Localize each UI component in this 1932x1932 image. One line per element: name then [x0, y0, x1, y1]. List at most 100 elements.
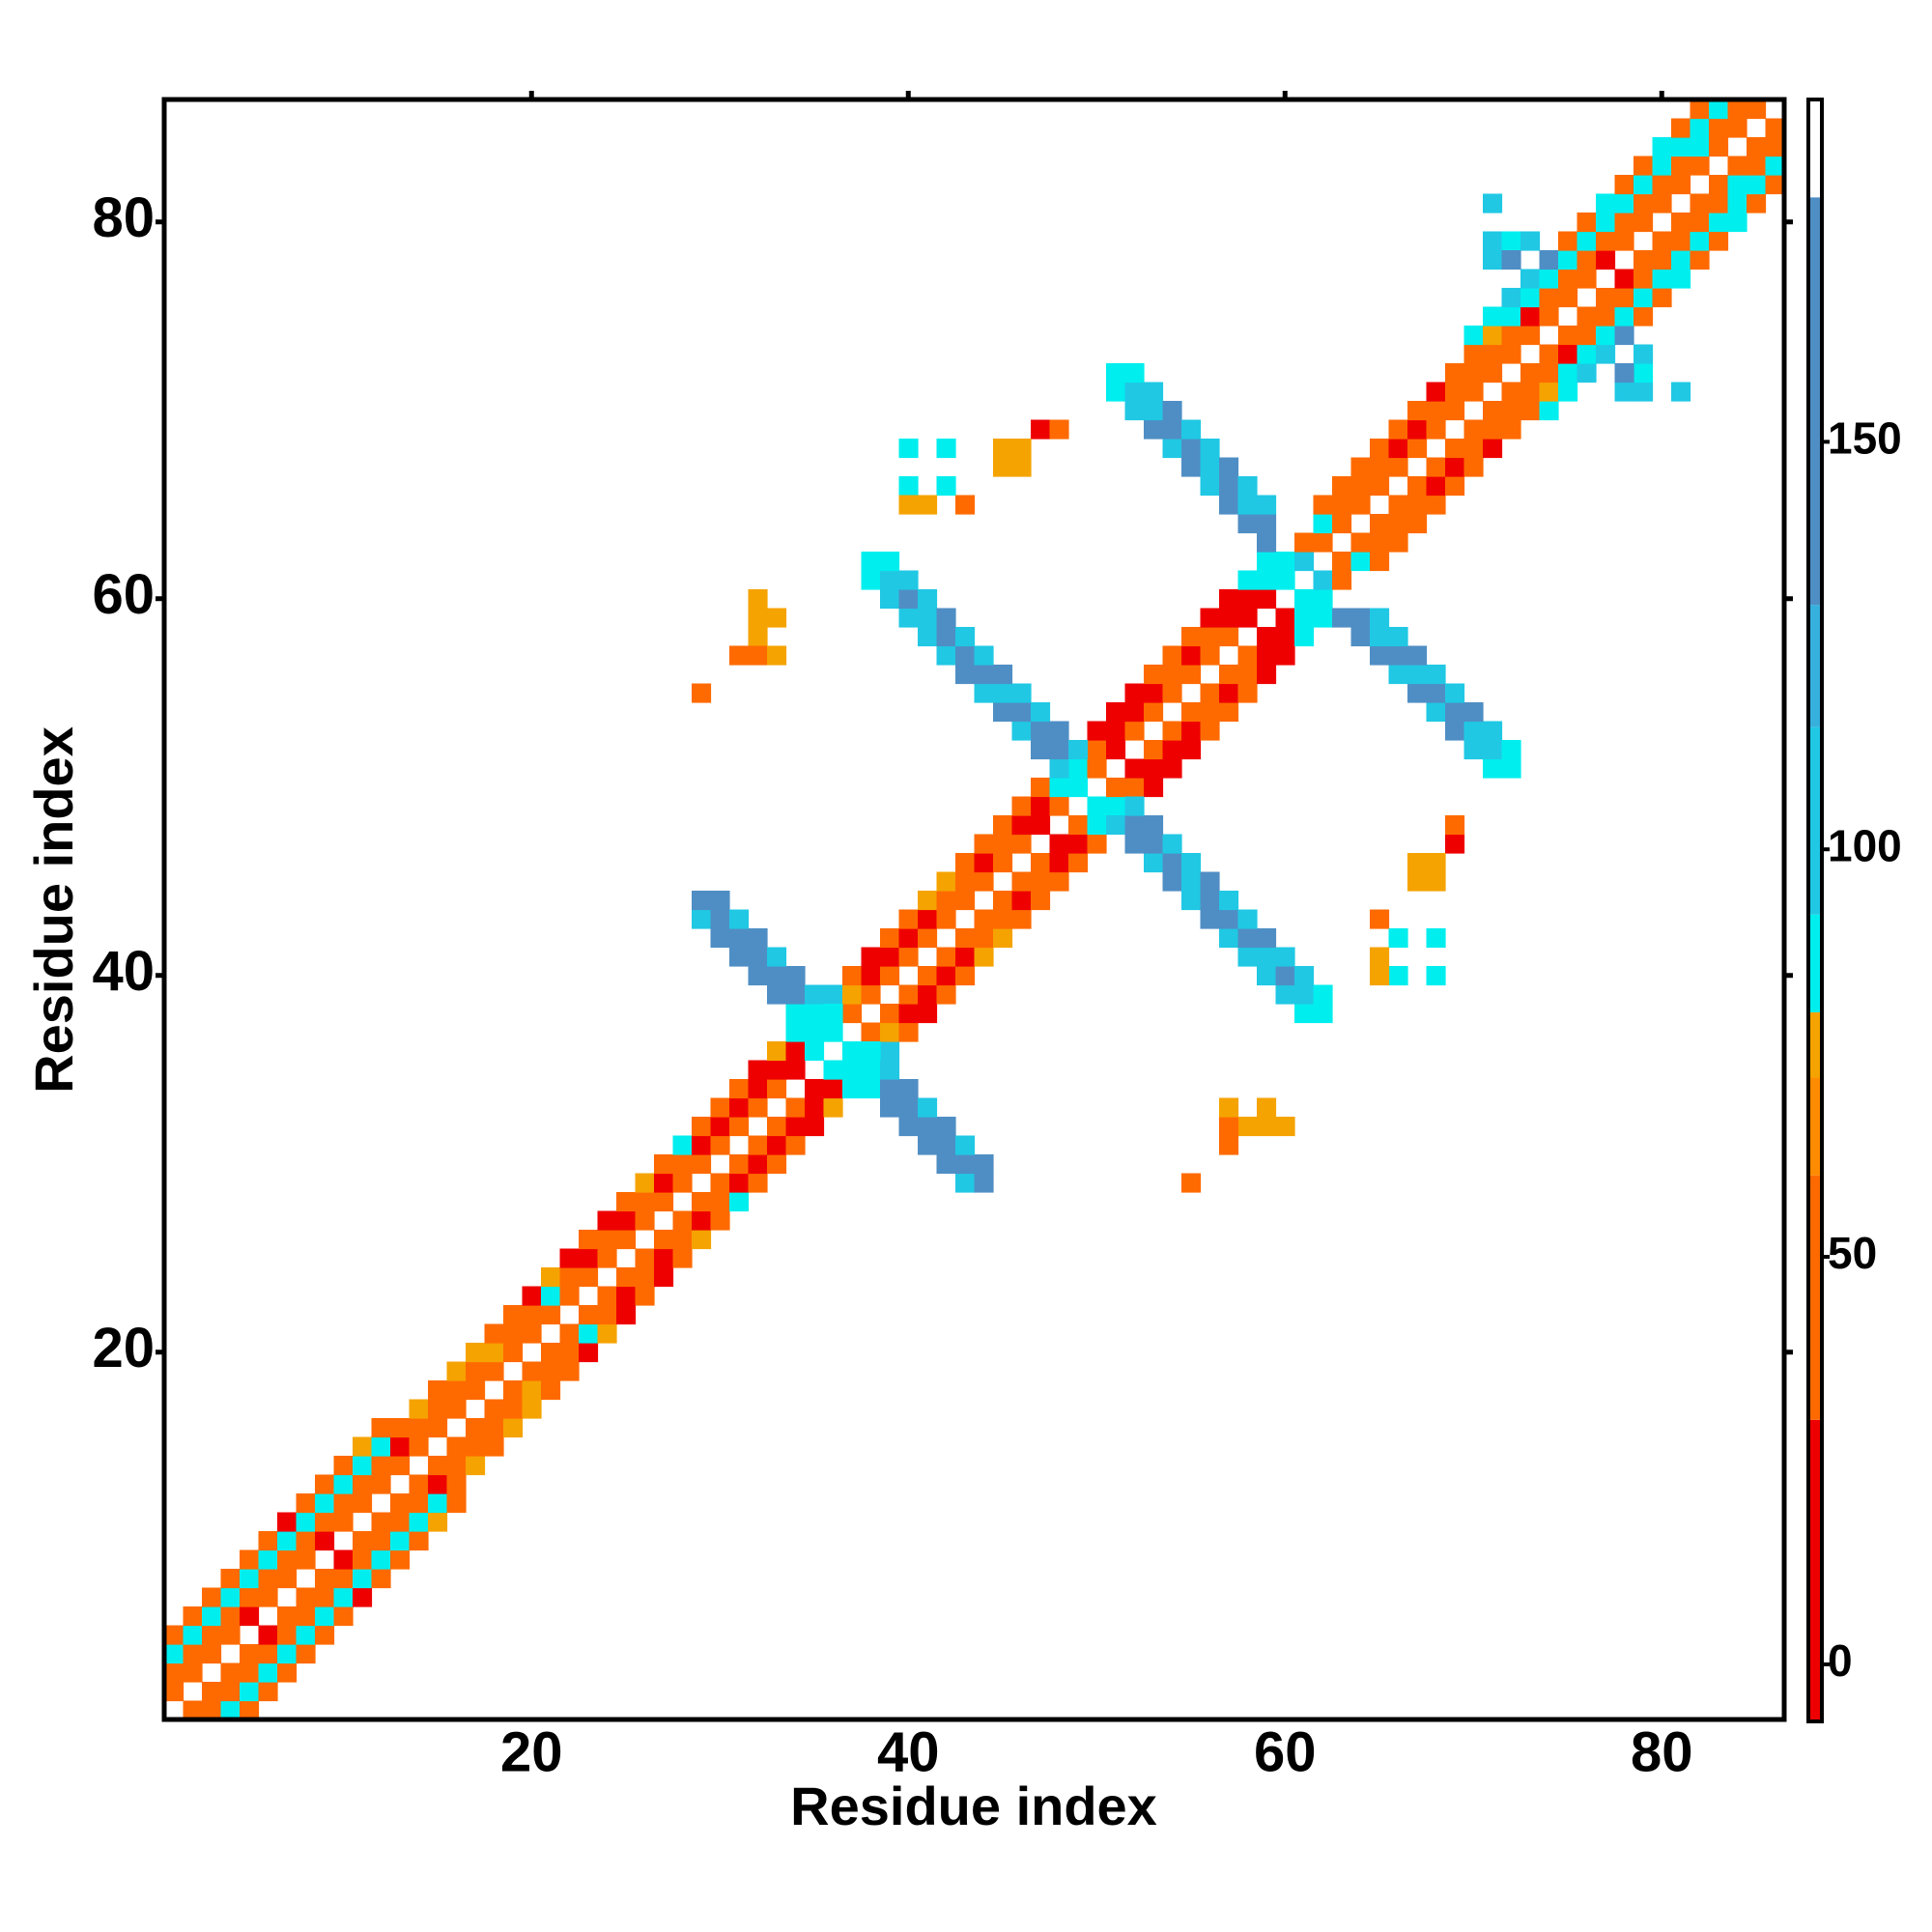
cell [1049, 778, 1069, 798]
cell [654, 1192, 674, 1212]
cell-mirror [1445, 476, 1465, 497]
cell-mirror [1106, 815, 1126, 836]
cell-mirror [1200, 891, 1220, 911]
cell-mirror [371, 1512, 391, 1532]
cell-mirror [1765, 137, 1785, 157]
cell-mirror [1011, 891, 1032, 911]
cell-mirror [898, 1117, 919, 1137]
cell [428, 1399, 448, 1419]
cell-mirror [1257, 947, 1277, 967]
cell [1426, 382, 1446, 402]
cell-mirror [842, 1060, 863, 1080]
cell-mirror [1407, 495, 1428, 515]
cell-mirror [1483, 721, 1503, 741]
cell-mirror [974, 1173, 994, 1193]
cell [202, 1644, 222, 1664]
cell-mirror [1370, 552, 1390, 572]
y-tick-label: 80 [92, 186, 155, 249]
cell-mirror [861, 1060, 881, 1080]
cell [936, 627, 956, 647]
cell [635, 1173, 655, 1193]
cell [1087, 758, 1107, 779]
cell [1087, 740, 1107, 760]
cell [918, 495, 938, 515]
cell-mirror [1445, 683, 1465, 703]
cell [1634, 156, 1654, 176]
cell [371, 1474, 391, 1494]
cell-mirror [258, 1625, 278, 1645]
cell [974, 853, 994, 873]
cell [785, 984, 806, 1005]
cell-mirror [880, 1060, 900, 1080]
cell [1200, 645, 1220, 666]
cell [1596, 213, 1616, 233]
cell [1483, 306, 1503, 327]
cell [277, 1569, 298, 1589]
cell [1162, 665, 1182, 685]
cell [1634, 213, 1654, 233]
cell [409, 1418, 429, 1438]
cell [1501, 306, 1521, 327]
cell-mirror [1426, 665, 1446, 685]
cell-mirror [993, 928, 1013, 949]
cell [1049, 419, 1069, 440]
cell-mirror [692, 1230, 712, 1250]
cell-mirror [785, 1117, 806, 1137]
cell [1445, 401, 1465, 421]
cell [484, 1361, 504, 1381]
cell-mirror [1483, 401, 1503, 421]
cell [729, 909, 750, 929]
cell [1634, 175, 1654, 195]
cell-mirror [1237, 683, 1258, 703]
cell-mirror [1257, 1097, 1277, 1118]
cell [277, 1549, 298, 1570]
cell-mirror [1614, 269, 1634, 289]
cell [710, 891, 730, 911]
cell [164, 1644, 185, 1664]
cell [1483, 326, 1503, 346]
cell [503, 1343, 524, 1363]
cell-mirror [805, 1079, 825, 1099]
cell [1614, 213, 1634, 233]
cell-mirror [579, 1323, 599, 1344]
cell-mirror [1257, 966, 1277, 986]
cell-mirror [748, 1173, 768, 1193]
cell [1068, 778, 1089, 798]
cell-mirror [1219, 1135, 1239, 1155]
cell-mirror [1350, 532, 1371, 553]
cell [748, 645, 768, 666]
cell [1463, 382, 1484, 402]
cell [315, 1512, 335, 1532]
cell [1558, 269, 1578, 289]
cell [842, 1004, 863, 1024]
cell-mirror [258, 1662, 278, 1683]
cell [1181, 645, 1202, 666]
cell-mirror [936, 1117, 956, 1137]
cell-mirror [993, 891, 1013, 911]
y-tick-label: 40 [92, 940, 155, 1003]
cell [748, 928, 768, 949]
cell [1011, 702, 1032, 723]
cell-mirror [880, 1004, 900, 1024]
cell-mirror [1257, 645, 1277, 666]
cell-mirror [710, 1192, 730, 1212]
cell-mirror [277, 1644, 298, 1664]
cell [258, 1569, 278, 1589]
cell-mirror [672, 1210, 693, 1231]
cell-mirror [428, 1474, 448, 1494]
cell [333, 1493, 354, 1514]
cell [1106, 363, 1126, 384]
cell [898, 909, 919, 929]
cell [1144, 665, 1164, 685]
cell-mirror [1614, 363, 1634, 384]
cell [1068, 758, 1089, 779]
cell [428, 1380, 448, 1401]
cell-mirror [1727, 213, 1747, 233]
cell-mirror [1765, 175, 1785, 195]
cell-mirror [1614, 288, 1634, 308]
cell-mirror [1634, 344, 1654, 364]
cell [918, 608, 938, 628]
cell-mirror [1426, 871, 1446, 892]
cell-mirror [1275, 984, 1295, 1005]
cell [1181, 419, 1202, 440]
